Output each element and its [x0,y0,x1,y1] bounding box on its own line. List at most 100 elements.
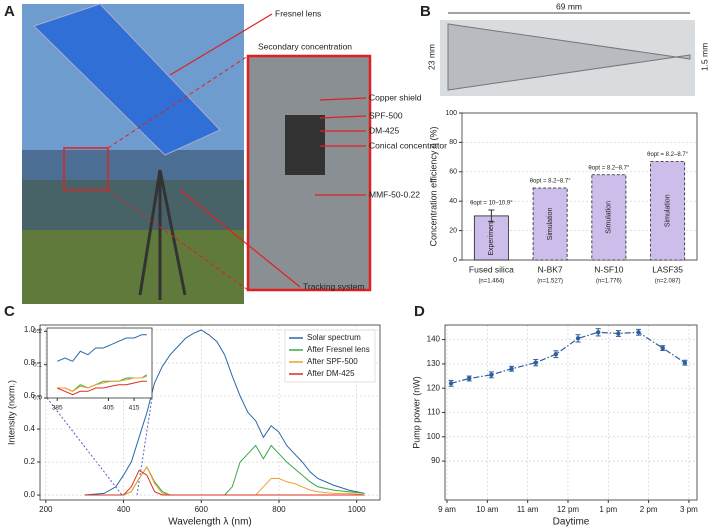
x-tick-label: N-SF10 [594,264,624,274]
photo-label: MMF-50-0.22 [369,189,420,199]
dimension-label: 1.5 mm [699,43,709,71]
y-tick-label: 0.2 [33,328,42,335]
x-tick-label: 10 am [476,505,499,514]
pointer [179,189,301,288]
photo-a [22,3,372,304]
pointer [169,13,273,76]
category-note: (n=1.776) [596,279,622,285]
y-tick-label: 110 [427,408,440,417]
dimension-label: 69 mm [556,1,582,11]
point [448,381,454,386]
legend-label: After Fresnel lens [307,345,370,354]
fence [22,150,244,230]
pointer [319,97,367,101]
photo-label: Tracking system [303,281,365,291]
x-tick-label: 12 pm [557,505,580,514]
tripod [138,169,162,296]
series-line [84,329,365,496]
x-tick-label: 400 [117,505,131,514]
legend-label: Solar spectrum [307,333,361,342]
panel-letter: B [420,3,431,20]
point [596,330,601,335]
series-line [84,469,365,496]
point [489,372,494,378]
x-tick-label: 600 [195,505,209,514]
x-tick-label: 3 pm [680,505,698,514]
bar-annotation: θopt = 8.2–8.7° [647,152,689,158]
photo-label: SPF-500 [369,110,403,120]
series-line [450,331,686,384]
bar-text: Simulation [606,201,613,234]
legend-label: After DM-425 [307,369,355,378]
y-tick-label: 120 [427,383,441,392]
panel-letter: A [4,3,15,20]
panel-letter: C [4,303,15,320]
pointer [319,115,367,119]
photo-label: Copper shield [369,92,422,102]
x-tick-label: 800 [272,505,286,514]
legend-label: After SPF-500 [307,357,358,366]
bar-annotation: θopt = 8.2–8.7° [588,165,630,171]
y-tick-label: 130 [427,359,441,368]
point [682,360,688,365]
y-tick-label: 20 [449,227,457,234]
bar-annotation: θopt = 8.2–8.7° [530,179,572,185]
tripod [158,169,187,296]
x-tick-label: N-BK7 [538,264,563,274]
point [533,360,538,365]
y-tick-label: 100 [445,110,457,117]
zoom-box [63,147,109,191]
y-tick-label: 80 [449,139,457,146]
y-tick-label: 60 [449,169,457,176]
category-note: (n=1.527) [537,279,563,285]
point [509,366,514,371]
photo-label: Fresnel lens [275,8,321,18]
series-line [57,380,147,396]
y-axis-label: Pump power (nW) [411,376,421,449]
x-tick-label: 1000 [348,505,366,514]
bar [532,187,568,261]
y-tick-label: 0 [453,257,457,264]
x-tick-label: 2 pm [640,505,658,514]
y-tick-label: 1.0 [24,325,36,334]
y-tick-label: 0.6 [24,391,36,400]
x-tick-label: 415 [129,405,140,412]
y-tick-label: 0.4 [24,424,36,433]
y-tick-label: 0.8 [24,358,36,367]
panel-letter: D [414,303,425,320]
bar-text: Simulation [664,194,671,227]
y-axis-label: Concentration efficiency η (%) [428,127,438,247]
y-tick-label: 90 [431,456,440,465]
x-axis-label: Daytime [553,517,590,528]
series-line [57,375,148,392]
x-tick-label: 405 [103,405,114,412]
x-tick-label: 200 [39,505,53,514]
x-tick-label: 9 am [438,505,456,514]
y-tick-label: 40 [449,198,457,205]
bar [591,174,627,261]
plot-frame [444,324,698,501]
x-tick-label: Fused silica [469,264,514,274]
plot-frame [39,324,381,501]
y-tick-label: 0.1 [33,361,42,368]
photo-label: Conical concentrator [369,140,447,150]
x-tick-label: LASF35 [652,264,683,274]
category-note: (n=2.087) [655,279,681,285]
x-tick-label: 11 am [517,505,539,514]
y-tick-label: 0.0 [24,490,36,499]
bar-text: Experiment [488,220,495,255]
x-axis-label: Wavelength λ (nm) [168,517,252,528]
bar [650,161,686,261]
point [636,330,641,335]
y-tick-label: 100 [427,432,441,441]
fresnel-lens [33,3,221,156]
inset-background [47,328,152,398]
point [660,345,665,351]
point [575,336,581,341]
x-tick-label: 385 [52,405,63,412]
y-tick-label: 0.2 [24,457,36,466]
dimension-label: 23 mm [426,44,436,70]
zoom-guide [46,397,123,496]
plot-frame [461,112,698,261]
